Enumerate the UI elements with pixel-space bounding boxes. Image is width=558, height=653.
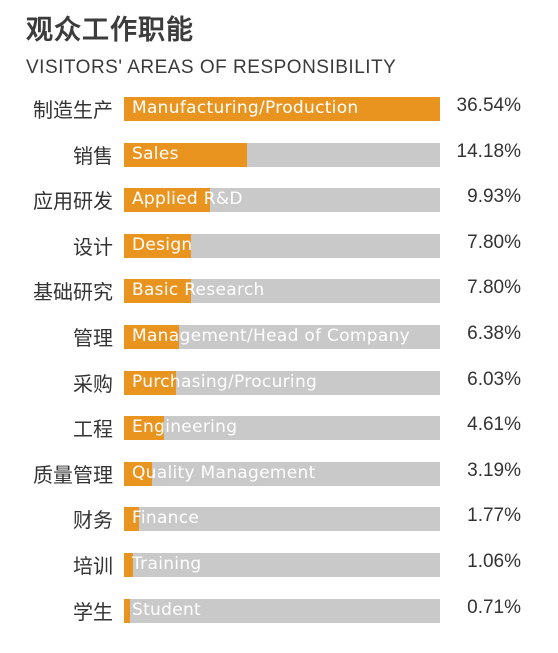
category-label-en: Purchasing/Procuring xyxy=(132,371,318,392)
bar xyxy=(124,142,247,167)
value-label: 7.80% xyxy=(467,231,521,253)
value-label: 3.19% xyxy=(467,459,521,481)
bar-track: Finance xyxy=(124,507,440,532)
category-label-cn: 基础研究 xyxy=(33,280,113,305)
category-label-en: Training xyxy=(132,554,202,574)
bar-row: 财务 Finance 1.77% xyxy=(0,496,558,542)
category-label-cn: 培训 xyxy=(73,554,113,578)
category-label-en: Quality Management xyxy=(132,462,316,483)
bar xyxy=(124,507,140,532)
category-label-cn: 质量管理 xyxy=(33,462,113,487)
value-label: 6.38% xyxy=(467,323,521,344)
bar xyxy=(124,553,134,577)
bar xyxy=(124,416,164,441)
bar-row: 质量管理 Quality Management 3.19% xyxy=(0,451,558,497)
bar-track: Basic Research xyxy=(124,279,440,304)
category-label-en: Finance xyxy=(132,508,200,529)
bar-track: Design xyxy=(124,233,440,258)
category-label-cn: 设计 xyxy=(73,234,113,259)
bar-row: 制造生产 Manufacturing/Production 36.54% xyxy=(0,86,558,132)
value-label: 9.93% xyxy=(467,186,521,208)
value-label: 0.71% xyxy=(467,596,521,618)
category-label-cn: 财务 xyxy=(73,508,113,533)
bar-row: 学生 Student 0.71% xyxy=(0,588,558,634)
bar-track: Manufacturing/Production xyxy=(124,97,440,121)
value-label: 14.18% xyxy=(456,140,521,162)
bar xyxy=(124,598,131,623)
category-label-en: Student xyxy=(132,599,202,620)
category-label-cn: 制造生产 xyxy=(33,98,113,122)
value-label: 7.80% xyxy=(467,277,521,299)
bar-row: 销售 Sales 14.18% xyxy=(0,132,558,178)
bar-row: 基础研究 Basic Research 7.80% xyxy=(0,268,558,314)
bar-row: 培训 Training 1.06% xyxy=(0,542,558,588)
value-label: 4.61% xyxy=(467,414,521,436)
category-label-en: Management/Head of Company xyxy=(132,326,411,346)
bar xyxy=(124,370,177,395)
bar xyxy=(124,97,440,121)
category-label-en: Sales xyxy=(132,143,179,164)
bar xyxy=(124,188,210,213)
bar xyxy=(124,279,192,304)
bar-track: Applied R&D xyxy=(124,188,440,213)
page-title: 观众工作职能 xyxy=(26,15,194,46)
bar-row: 应用研发 Applied R&D 9.93% xyxy=(0,177,558,223)
value-label: 6.03% xyxy=(467,368,521,390)
category-label-en: Applied R&D xyxy=(132,189,243,210)
bar-track: Student xyxy=(124,598,440,623)
bar xyxy=(124,461,152,486)
category-label-cn: 采购 xyxy=(73,371,113,396)
category-label-cn: 学生 xyxy=(73,599,113,624)
category-label-cn: 管理 xyxy=(73,326,113,350)
value-label: 36.54% xyxy=(456,95,521,116)
bar-track: Quality Management xyxy=(124,461,440,486)
category-label-cn: 应用研发 xyxy=(33,189,113,214)
bar-row: 工程 Engineering 4.61% xyxy=(0,405,558,451)
category-label-en: Design xyxy=(132,234,193,255)
bar xyxy=(124,325,180,349)
category-label-cn: 工程 xyxy=(73,417,113,442)
category-label-en: Engineering xyxy=(132,417,238,438)
category-label-en: Basic Research xyxy=(132,280,265,301)
bar-row: 设计 Design 7.80% xyxy=(0,223,558,269)
bar-row: 管理 Management/Head of Company 6.38% xyxy=(0,314,558,360)
page-subtitle: VISITORS' AREAS OF RESPONSIBILITY xyxy=(26,57,397,78)
category-label-en: Manufacturing/Production xyxy=(132,98,359,118)
bar-track: Purchasing/Procuring xyxy=(124,370,440,395)
bar-row: 采购 Purchasing/Procuring 6.03% xyxy=(0,360,558,406)
bar-track: Sales xyxy=(124,142,440,167)
bar-track: Training xyxy=(124,553,440,577)
bar-track: Engineering xyxy=(124,416,440,441)
value-label: 1.77% xyxy=(467,505,521,527)
bar-track: Management/Head of Company xyxy=(124,325,440,349)
category-label-cn: 销售 xyxy=(73,143,113,168)
value-label: 1.06% xyxy=(467,551,521,572)
bar xyxy=(124,233,192,258)
